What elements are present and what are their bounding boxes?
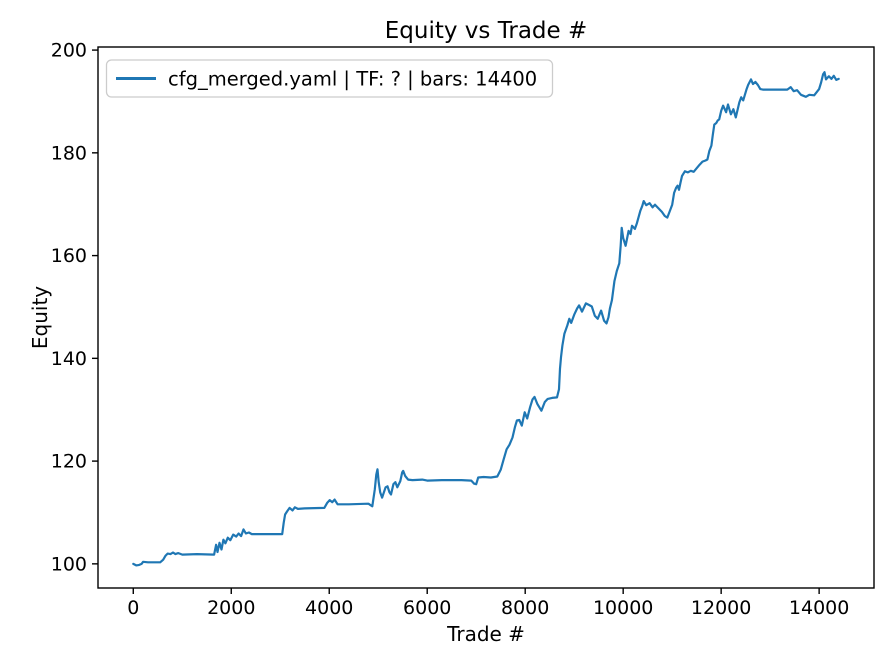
x-tick-label: 2000	[207, 597, 255, 619]
y-axis-ticks: 100 120 140 160 180 200	[51, 40, 98, 575]
chart-title: Equity vs Trade #	[385, 18, 588, 44]
y-tick-label: 140	[51, 348, 87, 370]
x-tick-label: 4000	[305, 597, 353, 619]
equity-curve-line	[132, 71, 840, 567]
y-tick-label: 200	[51, 40, 87, 62]
x-tick-label: 0	[127, 597, 139, 619]
x-tick-label: 8000	[501, 597, 549, 619]
y-axis-label: Equity	[28, 286, 52, 349]
y-tick-label: 120	[51, 451, 87, 473]
y-tick-label: 100	[51, 553, 87, 575]
y-tick-label: 160	[51, 245, 87, 267]
y-tick-label: 180	[51, 142, 87, 164]
x-tick-label: 14000	[789, 597, 849, 619]
legend: cfg_merged.yaml | TF: ? | bars: 14400	[105, 59, 554, 98]
x-axis-label: Trade #	[446, 622, 525, 646]
legend-box	[105, 59, 554, 98]
legend-entry-label: cfg_merged.yaml | TF: ? | bars: 14400	[168, 68, 537, 91]
x-axis-ticks: 0 2000 4000 6000 8000 10000 12000 14000	[127, 588, 849, 619]
x-tick-label: 12000	[691, 597, 751, 619]
x-tick-label: 6000	[403, 597, 451, 619]
x-tick-label: 10000	[593, 597, 653, 619]
plot-frame	[97, 46, 875, 589]
